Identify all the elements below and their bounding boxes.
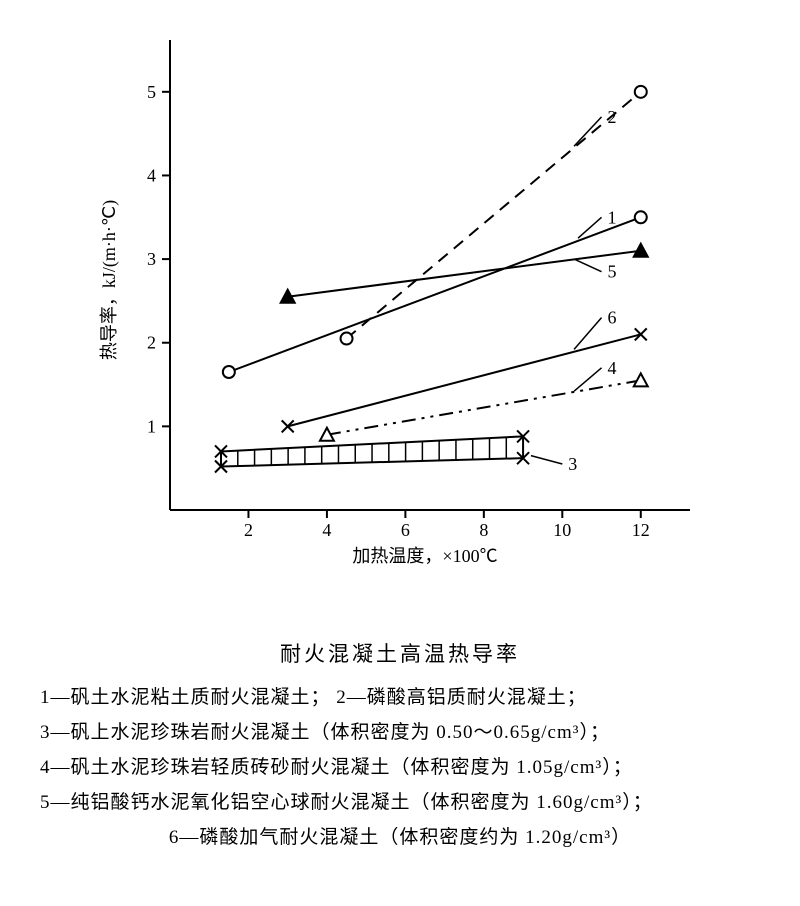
svg-text:4: 4 [608,358,617,378]
caption-block: 耐火混凝土高温热导率 1—矾土水泥粘土质耐火混凝土； 2—磷酸高铝质耐火混凝土；… [40,635,760,856]
series-2: 2 [347,92,641,339]
chart-svg: 1234524681012热导率，kJ/(m·h·℃)加热温度，×100℃123… [80,20,720,580]
svg-text:5: 5 [608,262,617,282]
chart-area: 1234524681012热导率，kJ/(m·h·℃)加热温度，×100℃123… [80,20,720,580]
series-1: 1 [229,207,641,372]
svg-text:1: 1 [608,207,617,227]
legend-6: 6—磷酸加气耐火混凝土（体积密度约为 1.20g/cm³） [40,820,760,855]
svg-text:4: 4 [322,520,331,540]
svg-text:4: 4 [147,165,156,185]
legend-5: 5—纯铝酸钙水泥氧化铝空心球耐火混凝土（体积密度为 1.60g/cm³）； [40,785,760,820]
svg-text:1: 1 [147,416,156,436]
x-axis-label: 加热温度，×100℃ [352,546,497,566]
y-axis-label: 热导率，kJ/(m·h·℃) [99,200,120,360]
svg-text:12: 12 [632,520,650,540]
legend-1: 1—矾土水泥粘土质耐火混凝土； [40,687,331,708]
svg-text:8: 8 [479,520,488,540]
chart-title: 耐火混凝土高温热导率 [40,635,760,674]
svg-text:6: 6 [401,520,410,540]
series-3: 3 [221,436,577,474]
svg-text:2: 2 [147,333,156,353]
legend-4: 4—矾土水泥珍珠岩轻质砖砂耐火混凝土（体积密度为 1.05g/cm³）； [40,750,760,785]
legend-line-1: 1—矾土水泥粘土质耐火混凝土； 2—磷酸高铝质耐火混凝土； [40,680,760,715]
series-4: 4 [327,358,641,435]
svg-text:3: 3 [147,249,156,269]
series-5: 5 [288,251,641,297]
svg-text:6: 6 [608,308,617,328]
page: 1234524681012热导率，kJ/(m·h·℃)加热温度，×100℃123… [0,0,800,906]
svg-text:10: 10 [553,520,571,540]
svg-text:5: 5 [147,82,156,102]
svg-text:2: 2 [244,520,253,540]
legend-3: 3—矾上水泥珍珠岩耐火混凝土（体积密度为 0.50～0.65g/cm³）； [40,715,760,750]
series-6: 6 [288,308,641,427]
legend-2: 2—磷酸高铝质耐火混凝土； [336,687,587,708]
svg-text:2: 2 [608,107,617,127]
svg-text:3: 3 [568,454,577,474]
